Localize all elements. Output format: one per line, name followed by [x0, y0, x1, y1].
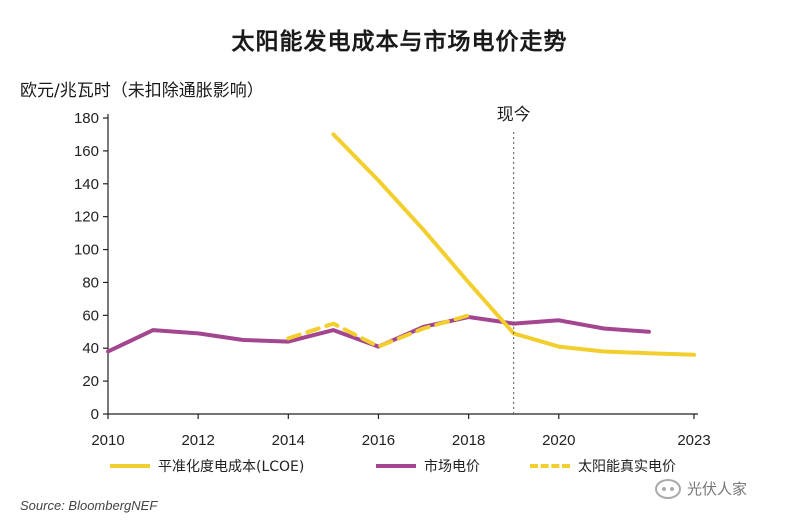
- watermark-text: 光伏人家: [687, 480, 748, 498]
- y-axis-label: 欧元/兆瓦时（未扣除通胀影响）: [20, 81, 264, 101]
- legend-item-solar-real-price: 太阳能真实电价: [530, 456, 676, 476]
- legend-swatch-solar-real-price: [530, 464, 570, 468]
- y-tick-label: 20: [82, 373, 99, 390]
- legend: 平准化度电成本(LCOE) 市场电价 太阳能真实电价: [110, 456, 799, 482]
- chart-title: 太阳能发电成本与市场电价走势: [231, 29, 568, 55]
- watermark: 光伏人家: [655, 478, 747, 499]
- legend-label-solar-real-price: 太阳能真实电价: [578, 459, 676, 475]
- y-tick-label: 0: [91, 406, 99, 423]
- annotations: 现今: [497, 105, 531, 414]
- y-tick-label: 120: [74, 209, 99, 226]
- source-note: Source: BloombergNEF: [20, 498, 158, 513]
- legend-swatch-lcoe: [110, 464, 150, 468]
- series-lines: [106, 132, 696, 357]
- x-tick-label: 2016: [362, 432, 395, 449]
- now-marker-label: 现今: [497, 105, 531, 125]
- y-tick-label: 140: [74, 176, 99, 193]
- legend-item-lcoe: 平准化度电成本(LCOE): [110, 456, 304, 476]
- legend-swatch-market-price: [376, 464, 416, 468]
- legend-label-lcoe: 平准化度电成本(LCOE): [158, 459, 305, 475]
- y-tick-label: 40: [82, 340, 99, 357]
- x-tick-label: 2014: [272, 432, 305, 449]
- y-tick-label: 160: [74, 143, 99, 160]
- y-tick-label: 100: [74, 242, 99, 259]
- y-tick-label: 180: [74, 110, 99, 127]
- x-tick-label: 2018: [452, 432, 485, 449]
- legend-item-market-price: 市场电价: [376, 456, 480, 476]
- legend-label-market-price: 市场电价: [424, 459, 480, 475]
- wechat-logo-icon: [655, 478, 681, 499]
- series-line-2: [286, 313, 471, 349]
- x-tick-label: 2020: [542, 432, 575, 449]
- x-tick-label: 2012: [181, 432, 214, 449]
- x-tick-label: 2010: [91, 432, 124, 449]
- axes: 0 20 40 60 80 100 120 140 160 180 2010 2012 2014 2016…: [74, 110, 711, 449]
- x-tick-label: 2023: [677, 432, 710, 449]
- y-tick-label: 80: [82, 274, 99, 291]
- y-tick-label: 60: [82, 307, 99, 324]
